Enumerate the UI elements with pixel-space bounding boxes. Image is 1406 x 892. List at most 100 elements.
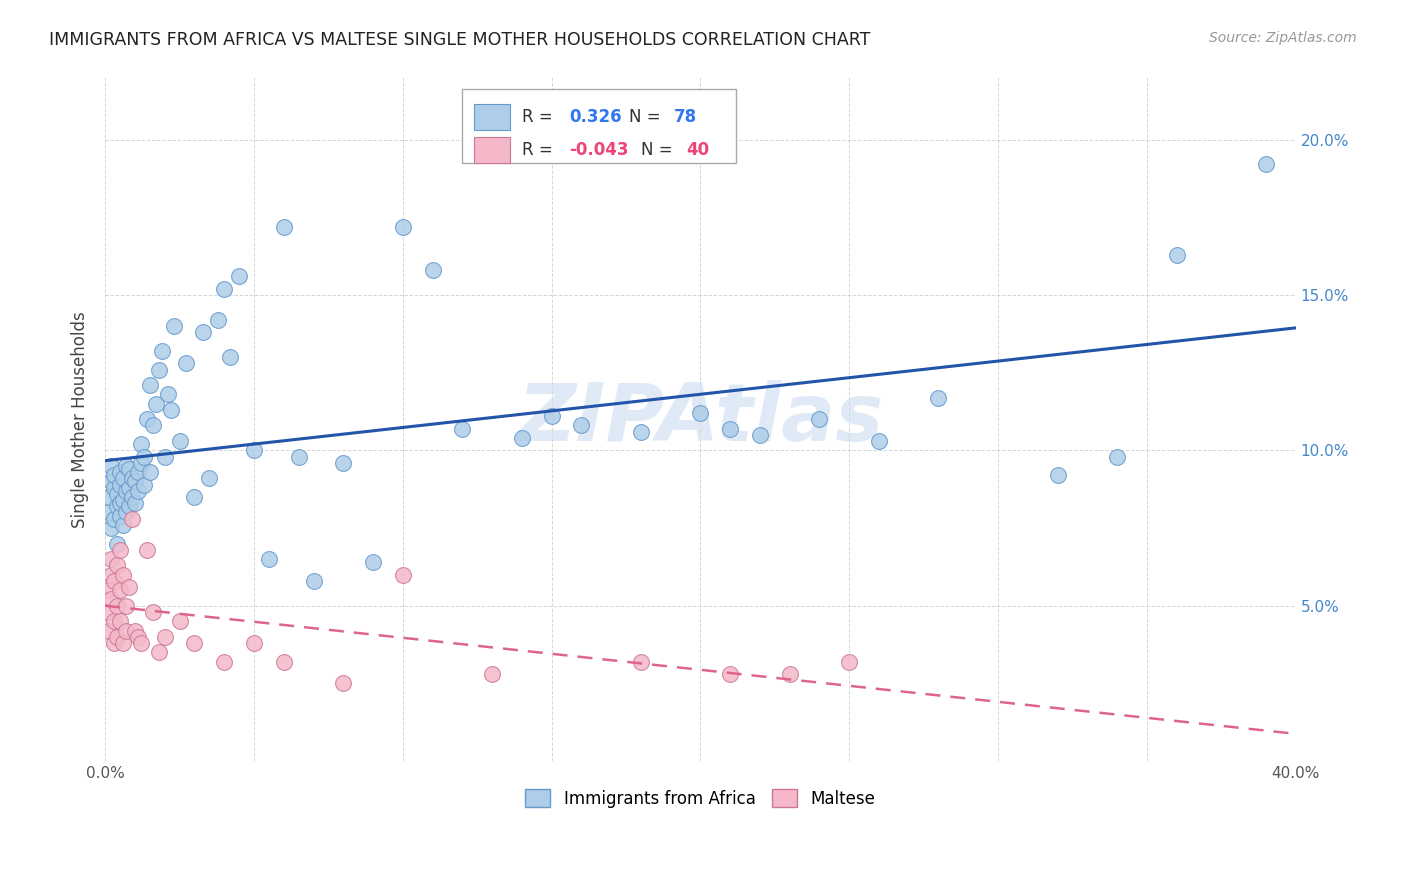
Point (219, 350, 242, 364)
Point (115, 483, 138, 498)
Point (273, 655, 295, 669)
Point (100, 592, 122, 607)
Point (127, 483, 149, 498)
Point (129, 636, 152, 650)
Point (112, 636, 135, 650)
FancyBboxPatch shape (474, 136, 510, 162)
Point (105, 487, 128, 501)
Point (112, 493, 135, 508)
Point (150, 343, 173, 358)
Point (124, 475, 146, 489)
Point (97, 506, 120, 520)
Text: Source: ZipAtlas.com: Source: ZipAtlas.com (1209, 31, 1357, 45)
Point (103, 574, 125, 588)
Text: 40: 40 (686, 141, 709, 159)
Point (273, 219, 295, 234)
Point (121, 511, 143, 525)
Point (129, 456, 152, 470)
Point (1166, 247, 1188, 261)
Point (115, 458, 138, 473)
Point (127, 465, 149, 479)
Point (391, 219, 413, 234)
Point (108, 508, 131, 523)
Point (630, 655, 652, 669)
Point (153, 450, 176, 464)
Text: ZIPAtlas: ZIPAtlas (517, 380, 883, 458)
Point (108, 583, 131, 598)
Point (105, 558, 128, 573)
Point (1046, 468, 1069, 483)
Point (1254, 157, 1277, 171)
Point (132, 450, 155, 464)
Point (97, 605, 120, 619)
Point (103, 511, 125, 525)
Point (105, 599, 128, 613)
Point (129, 437, 152, 451)
FancyBboxPatch shape (463, 89, 737, 163)
Point (159, 403, 181, 417)
Point (118, 481, 141, 495)
Text: -0.043: -0.043 (569, 141, 628, 159)
Point (100, 521, 122, 535)
Point (927, 391, 949, 405)
Point (1105, 450, 1128, 464)
Point (481, 667, 503, 681)
Point (112, 567, 135, 582)
Point (103, 614, 125, 628)
Text: R =: R = (522, 108, 558, 126)
Point (243, 443, 266, 458)
Point (808, 412, 831, 426)
Point (121, 471, 143, 485)
Point (183, 636, 205, 650)
Point (142, 418, 165, 433)
Point (779, 667, 801, 681)
Point (169, 434, 191, 448)
Y-axis label: Single Mother Households: Single Mother Households (72, 311, 89, 528)
Point (689, 406, 711, 420)
FancyBboxPatch shape (474, 104, 510, 130)
Point (112, 471, 135, 485)
Point (212, 655, 235, 669)
Point (108, 465, 131, 479)
Point (838, 655, 860, 669)
Point (361, 555, 384, 569)
Point (332, 676, 354, 690)
Point (100, 552, 122, 566)
Point (108, 542, 131, 557)
Point (228, 269, 250, 284)
Point (169, 614, 191, 628)
Point (718, 667, 741, 681)
Point (103, 481, 125, 495)
Point (193, 325, 215, 339)
Point (139, 378, 162, 392)
Point (115, 624, 138, 638)
Point (118, 462, 141, 476)
Point (748, 427, 770, 442)
Point (243, 636, 266, 650)
Point (118, 580, 141, 594)
Point (207, 313, 229, 327)
Point (97, 583, 120, 598)
Point (148, 645, 170, 659)
Point (108, 614, 131, 628)
Point (124, 496, 146, 510)
Point (287, 450, 309, 464)
Point (163, 319, 186, 334)
Point (569, 418, 592, 433)
Point (145, 397, 167, 411)
Point (127, 630, 149, 644)
Point (718, 421, 741, 435)
Point (332, 456, 354, 470)
Point (302, 574, 325, 588)
Point (132, 477, 155, 491)
Point (124, 624, 146, 638)
Point (451, 421, 474, 435)
Point (139, 465, 162, 479)
Text: 0.326: 0.326 (569, 108, 621, 126)
Point (510, 431, 533, 445)
Text: R =: R = (522, 141, 558, 159)
Point (105, 500, 128, 514)
Point (112, 517, 135, 532)
Point (135, 412, 157, 426)
Point (100, 458, 122, 473)
